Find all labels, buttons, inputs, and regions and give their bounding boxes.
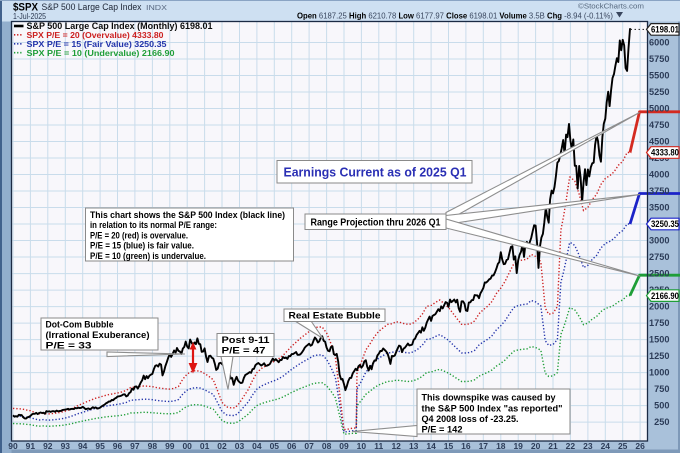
svg-text:2166.90: 2166.90 <box>651 291 679 301</box>
svg-text:P/E = 20 (red) is overvalue.: P/E = 20 (red) is overvalue. <box>90 230 188 240</box>
svg-text:4000: 4000 <box>649 170 669 180</box>
svg-text:P/E = 47: P/E = 47 <box>222 346 266 356</box>
svg-text:in relation to its normal P/E: in relation to its normal P/E range: <box>90 220 217 230</box>
svg-text:95: 95 <box>95 441 105 451</box>
svg-text:09: 09 <box>339 441 349 451</box>
svg-text:06: 06 <box>287 441 297 451</box>
svg-text:4750: 4750 <box>649 120 669 130</box>
svg-text:96: 96 <box>113 441 123 451</box>
svg-text:5750: 5750 <box>649 54 669 64</box>
svg-text:©StockCharts.com: ©StockCharts.com <box>578 2 644 11</box>
svg-text:1250: 1250 <box>649 351 669 361</box>
svg-text:2500: 2500 <box>649 269 669 279</box>
svg-text:97: 97 <box>130 441 140 451</box>
svg-text:Earnings Current as of 2025 Q1: Earnings Current as of 2025 Q1 <box>284 165 467 180</box>
svg-text:92: 92 <box>43 441 53 451</box>
svg-text:3250.35: 3250.35 <box>651 219 679 229</box>
svg-text:90: 90 <box>8 441 18 451</box>
svg-text:17: 17 <box>479 441 489 451</box>
svg-text:26: 26 <box>635 441 645 451</box>
svg-text:19: 19 <box>513 441 523 451</box>
svg-text:18: 18 <box>496 441 506 451</box>
svg-text:10: 10 <box>357 441 367 451</box>
svg-text:Real Estate Bubble: Real Estate Bubble <box>289 311 381 321</box>
svg-text:12: 12 <box>391 441 401 451</box>
svg-text:1750: 1750 <box>649 318 669 328</box>
svg-text:02: 02 <box>217 441 227 451</box>
svg-text:P/E = 15 (blue) is fair value.: P/E = 15 (blue) is fair value. <box>90 241 194 251</box>
svg-text:6198.01: 6198.01 <box>651 25 679 35</box>
svg-text:SPX P/E = 20 (Overvalue) 4333.: SPX P/E = 20 (Overvalue) 4333.80 <box>27 30 164 40</box>
svg-text:24: 24 <box>601 441 611 451</box>
svg-text:This chart shows the S&P 500 I: This chart shows the S&P 500 Index (blac… <box>90 210 285 220</box>
svg-text:INDX: INDX <box>146 3 167 12</box>
svg-text:14: 14 <box>426 441 436 451</box>
svg-text:Q4 2008 loss of -23.25.: Q4 2008 loss of -23.25. <box>422 414 519 424</box>
svg-text:22: 22 <box>566 441 576 451</box>
svg-text:1000: 1000 <box>649 368 669 378</box>
svg-text:P/E = 33: P/E = 33 <box>46 341 92 351</box>
svg-text:93: 93 <box>61 441 71 451</box>
svg-text:5250: 5250 <box>649 87 669 97</box>
svg-text:20: 20 <box>531 441 541 451</box>
svg-text:SPX P/E = 10 (Undervalue) 2166: SPX P/E = 10 (Undervalue) 2166.90 <box>27 48 175 58</box>
svg-text:13: 13 <box>409 441 419 451</box>
svg-text:the S&P 500 Index "as reported: the S&P 500 Index "as reported" <box>422 404 563 414</box>
svg-text:4333.80: 4333.80 <box>651 148 679 158</box>
svg-text:16: 16 <box>461 441 471 451</box>
svg-text:5500: 5500 <box>649 71 669 81</box>
svg-text:3000: 3000 <box>649 236 669 246</box>
svg-text:$SPX: $SPX <box>13 2 39 14</box>
svg-text:94: 94 <box>78 441 88 451</box>
svg-text:21: 21 <box>548 441 558 451</box>
svg-text:1-Jul-2025: 1-Jul-2025 <box>13 12 47 21</box>
svg-text:03: 03 <box>235 441 245 451</box>
svg-text:5000: 5000 <box>649 104 669 114</box>
svg-text:P/E = 10 (green) is undervalue: P/E = 10 (green) is undervalue. <box>90 251 206 261</box>
svg-text:This downspike was caused by: This downspike was caused by <box>422 393 557 403</box>
svg-text:Open 6187.25 High 6210.78 Low: Open 6187.25 High 6210.78 Low 6177.97 Cl… <box>297 11 613 20</box>
svg-text:05: 05 <box>270 441 280 451</box>
svg-text:04: 04 <box>252 441 262 451</box>
svg-text:25: 25 <box>618 441 628 451</box>
svg-text:S&P 500 Large Cap Index (Month: S&P 500 Large Cap Index (Monthly) 6198.0… <box>27 21 213 31</box>
svg-text:6000: 6000 <box>649 38 669 48</box>
svg-text:Range Projection thru 2026 Q1: Range Projection thru 2026 Q1 <box>311 218 441 229</box>
svg-text:Post 9-11: Post 9-11 <box>222 335 270 345</box>
svg-text:07: 07 <box>304 441 314 451</box>
svg-text:SPX P/E = 15 (Fair Value) 3250: SPX P/E = 15 (Fair Value) 3250.35 <box>27 39 167 49</box>
svg-text:750: 750 <box>654 384 669 394</box>
svg-text:15: 15 <box>444 441 454 451</box>
svg-text:Dot-Com Bubble: Dot-Com Bubble <box>46 320 114 330</box>
svg-text:11: 11 <box>374 441 383 451</box>
svg-text:98: 98 <box>148 441 158 451</box>
svg-text:99: 99 <box>165 441 175 451</box>
svg-text:(Irrational Exuberance): (Irrational Exuberance) <box>46 330 150 340</box>
svg-text:00: 00 <box>182 441 192 451</box>
svg-text:1500: 1500 <box>649 335 669 345</box>
svg-text:4500: 4500 <box>649 137 669 147</box>
svg-text:2000: 2000 <box>649 302 669 312</box>
svg-text:01: 01 <box>200 441 210 451</box>
svg-text:S&P 500 Large Cap Index: S&P 500 Large Cap Index <box>42 2 142 12</box>
svg-text:23: 23 <box>583 441 593 451</box>
svg-text:500: 500 <box>654 401 669 411</box>
svg-text:2750: 2750 <box>649 252 669 262</box>
svg-text:08: 08 <box>322 441 332 451</box>
svg-text:250: 250 <box>654 417 669 427</box>
svg-text:3500: 3500 <box>649 203 669 213</box>
svg-text:P/E = 142: P/E = 142 <box>422 425 463 435</box>
svg-text:3750: 3750 <box>649 186 669 196</box>
svg-text:91: 91 <box>26 441 36 451</box>
